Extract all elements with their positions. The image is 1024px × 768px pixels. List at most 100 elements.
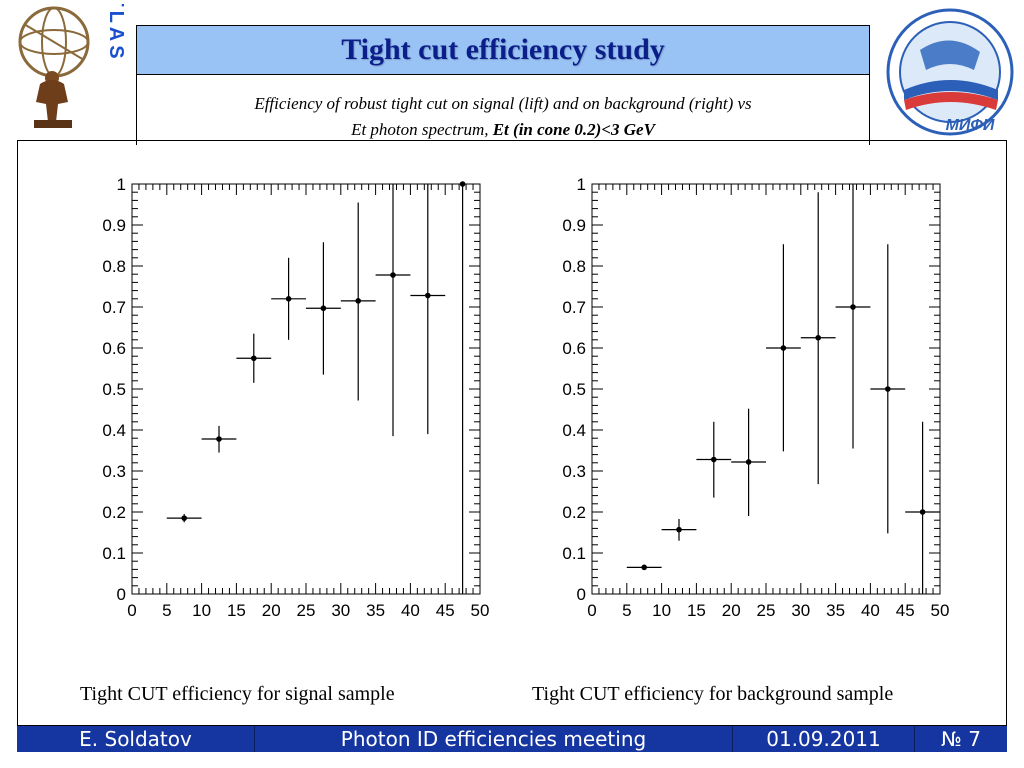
y-tick-label: 0.3 [102, 462, 126, 481]
y-tick-label: 0.2 [102, 503, 126, 522]
data-point [375, 184, 411, 437]
y-tick-label: 1 [117, 175, 126, 194]
footer-page-number: № 7 [941, 727, 981, 751]
data-point [696, 421, 732, 498]
subtitle-line-2-bold: Et (in cone 0.2)<3 GeV [492, 120, 655, 139]
data-point [661, 518, 697, 541]
marker [676, 526, 682, 533]
footer-bar: E. Soldatov Photon ID efficiencies meeti… [17, 726, 1007, 752]
y-tick-label: 0.1 [102, 544, 126, 563]
subtitle-line-2-prefix: Et photon spectrum, [351, 120, 493, 139]
mephi-logo-text: МИФИ [946, 117, 995, 134]
slide-frame [17, 140, 1007, 726]
atlas-logo: ATLAS [10, 0, 136, 132]
data-point [766, 244, 801, 452]
data-point [905, 421, 940, 594]
marker [181, 515, 187, 521]
atlas-logo-text: ATLAS [105, 4, 127, 63]
y-tick-label: 0 [117, 585, 126, 604]
marker [216, 436, 222, 442]
subtitle-line-2: Et photon spectrum, Et (in cone 0.2)<3 G… [137, 117, 869, 143]
data-point [236, 333, 272, 383]
x-tick-label: 10 [652, 601, 671, 620]
background-efficiency-chart: 0 5 10 15 20 25 30 35 40 45 50 0 0.1 0.2 0.3 0.4 0.5 0.6 0… [562, 175, 950, 620]
data-point [201, 425, 237, 453]
x-tick-label: 50 [931, 601, 950, 620]
y-tick-label: 0.7 [562, 298, 586, 317]
y-tick-label: 1 [577, 175, 586, 194]
marker [745, 459, 752, 465]
caption-background: Tight CUT efficiency for background samp… [532, 683, 894, 705]
data-point [731, 408, 766, 517]
marker [459, 181, 466, 187]
x-tick-label: 25 [757, 601, 776, 620]
footer-meeting: Photon ID efficiencies meeting [255, 726, 733, 752]
y-tick-label: 0.6 [102, 339, 126, 358]
data-point [800, 192, 836, 485]
marker [641, 564, 647, 571]
x-tick-label: 45 [896, 601, 915, 620]
x-tick-label: 5 [622, 601, 631, 620]
marker [251, 355, 257, 362]
marker [711, 456, 717, 463]
y-tick-label: 0.1 [562, 544, 586, 563]
x-tick-label: 0 [127, 601, 136, 620]
y-tick-label: 0.3 [562, 462, 586, 481]
data-point [271, 257, 306, 340]
data-point [459, 181, 466, 594]
page-title: Tight cut efficiency study [341, 33, 665, 66]
y-tick-label: 0.8 [562, 257, 586, 276]
y-tick-label: 0.6 [562, 339, 586, 358]
marker [919, 509, 926, 515]
y-tick-label: 0.9 [562, 216, 586, 235]
x-tick-label: 40 [401, 601, 420, 620]
x-tick-label: 30 [791, 601, 810, 620]
x-tick-label: 50 [471, 601, 490, 620]
data-point [166, 514, 202, 523]
marker [425, 292, 431, 299]
x-tick-label: 40 [861, 601, 880, 620]
mephi-logo: МИФИ [874, 0, 1022, 145]
data-point [870, 244, 906, 534]
y-tick-label: 0.2 [562, 503, 586, 522]
data-point [410, 184, 446, 435]
marker [390, 272, 396, 278]
footer-date: 01.09.2011 [733, 726, 915, 752]
marker [320, 305, 327, 312]
header-bar: Tight cut efficiency study [136, 25, 870, 75]
y-tick-label: 0 [577, 585, 586, 604]
y-tick-label: 0.7 [102, 298, 126, 317]
x-tick-label: 25 [297, 601, 316, 620]
subtitle-line-1: Efficiency of robust tight cut on signal… [254, 94, 752, 113]
data-point [340, 202, 376, 401]
x-tick-label: 20 [722, 601, 741, 620]
x-tick-label: 35 [826, 601, 845, 620]
y-tick-label: 0.9 [102, 216, 126, 235]
marker [285, 296, 292, 302]
y-tick-label: 0.4 [102, 421, 126, 440]
x-tick-label: 10 [192, 601, 211, 620]
marker [885, 386, 891, 392]
x-tick-label: 15 [227, 601, 246, 620]
data-point [835, 184, 871, 449]
marker [355, 298, 362, 304]
x-tick-label: 0 [587, 601, 596, 620]
x-tick-label: 45 [436, 601, 455, 620]
signal-efficiency-chart: 0 5 10 15 20 25 30 35 40 45 50 0 0.1 0.2 0.3 0.4 0.5 0.6 0… [102, 175, 490, 620]
y-tick-label: 0.5 [102, 380, 126, 399]
x-tick-label: 5 [162, 601, 171, 620]
caption-signal: Tight CUT efficiency for signal sample [80, 683, 395, 705]
data-point [626, 564, 662, 571]
y-tick-label: 0.8 [102, 257, 126, 276]
marker [815, 334, 821, 341]
footer-author: E. Soldatov [17, 726, 255, 752]
x-tick-label: 30 [331, 601, 350, 620]
subtitle-box: Efficiency of robust tight cut on signal… [136, 75, 870, 145]
data-point [306, 242, 341, 375]
x-tick-label: 15 [687, 601, 706, 620]
marker [780, 345, 787, 351]
marker [850, 304, 856, 310]
x-tick-label: 20 [262, 601, 281, 620]
x-tick-label: 35 [366, 601, 385, 620]
y-tick-label: 0.4 [562, 421, 586, 440]
